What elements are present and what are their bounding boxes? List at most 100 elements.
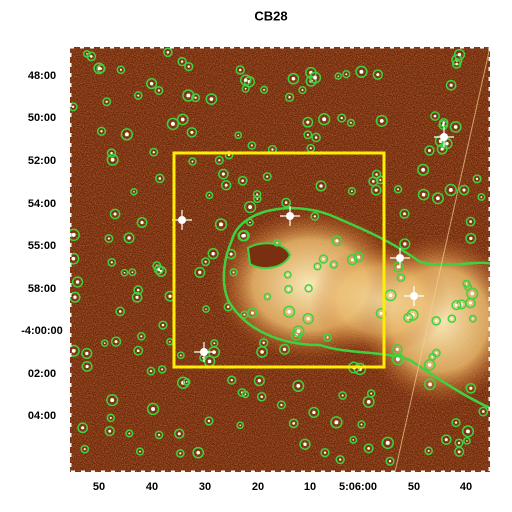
star	[248, 205, 253, 210]
star-contour	[220, 179, 232, 191]
star-contour	[229, 268, 238, 277]
star-contour	[353, 251, 365, 263]
star-contour	[234, 131, 243, 140]
star	[128, 432, 131, 435]
star	[140, 220, 144, 225]
star-contour	[399, 208, 410, 219]
star-contour	[338, 391, 347, 400]
star-contour	[176, 113, 189, 126]
star	[179, 354, 182, 357]
star	[244, 393, 247, 396]
star-contour	[337, 113, 347, 123]
star-contour	[177, 56, 187, 67]
star	[166, 51, 170, 54]
star	[379, 311, 383, 315]
star-contour	[131, 291, 143, 303]
star	[341, 394, 344, 397]
star	[397, 188, 400, 191]
star-contour	[104, 426, 115, 437]
star-contour	[109, 208, 121, 220]
star-contour	[247, 141, 257, 150]
star-contour	[453, 48, 466, 61]
star-contour	[158, 320, 168, 330]
star	[207, 419, 211, 423]
star-contour	[477, 192, 486, 201]
star-contour	[166, 117, 180, 131]
star-contour	[288, 418, 299, 429]
star	[301, 89, 304, 92]
star	[403, 212, 406, 216]
star-contour	[116, 65, 126, 75]
star-contour	[370, 184, 382, 196]
star-contour	[449, 121, 462, 133]
star-contour	[317, 113, 331, 126]
star	[471, 317, 474, 320]
star-contour	[174, 428, 185, 439]
star	[119, 68, 122, 71]
title: CB28	[254, 8, 287, 23]
x-tick-label: 50	[93, 481, 105, 493]
star-contour	[451, 417, 461, 428]
star-contour	[130, 187, 138, 196]
star-contour	[81, 347, 93, 360]
star-contour	[253, 194, 262, 204]
star-contour	[263, 292, 272, 301]
star-contour	[472, 174, 482, 184]
star-contour	[462, 279, 471, 288]
star-contour	[438, 120, 449, 130]
star-contour	[96, 64, 106, 74]
star	[374, 188, 378, 192]
star-contour	[239, 74, 252, 86]
star	[71, 348, 76, 353]
star	[180, 60, 184, 63]
star-contour	[372, 69, 384, 80]
star-contour	[106, 153, 119, 166]
star-contour	[273, 238, 281, 247]
star	[306, 120, 310, 124]
star-contour	[256, 391, 267, 402]
star	[466, 429, 470, 434]
star	[468, 301, 473, 305]
star-contour	[204, 416, 214, 426]
star	[249, 221, 251, 224]
star-contour	[311, 132, 321, 143]
star-contour	[320, 448, 330, 458]
star-contour	[184, 61, 194, 72]
star-contour	[392, 344, 403, 355]
star	[219, 222, 223, 227]
star-contour	[399, 238, 411, 250]
star	[185, 381, 188, 383]
x-tick-label: 40	[460, 481, 472, 493]
star	[357, 255, 361, 259]
star-contour	[246, 218, 254, 227]
star	[157, 89, 160, 92]
star-contour	[385, 456, 395, 466]
star-contour	[313, 262, 322, 271]
star	[136, 349, 140, 353]
star	[448, 187, 453, 192]
star-contour	[207, 248, 219, 260]
star	[243, 78, 248, 82]
star-contour	[262, 172, 272, 182]
star-contour	[308, 406, 320, 419]
star	[444, 438, 448, 442]
star	[90, 55, 93, 58]
star	[431, 356, 434, 358]
star-contour	[371, 169, 382, 180]
star-contour	[135, 447, 145, 456]
star	[170, 121, 175, 126]
star	[260, 350, 264, 354]
star	[323, 451, 327, 454]
x-tick-label: 50	[408, 481, 420, 493]
star-contour	[465, 232, 477, 244]
star	[427, 363, 432, 367]
star	[313, 215, 316, 218]
star	[110, 261, 113, 264]
star-contour	[323, 333, 333, 342]
star-contour	[133, 285, 144, 295]
star-contour	[299, 438, 311, 450]
star	[453, 125, 458, 129]
star	[291, 76, 296, 81]
star-contour	[235, 65, 245, 75]
